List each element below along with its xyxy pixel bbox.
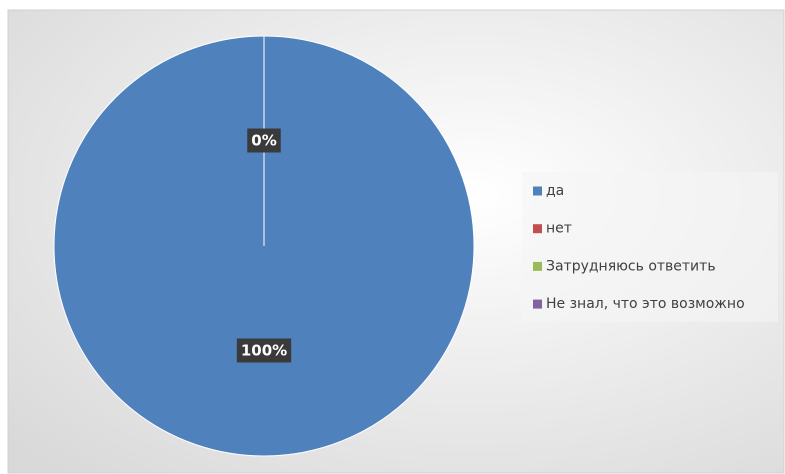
legend-marker <box>533 261 542 271</box>
legend-box <box>522 172 778 322</box>
legend-label: Не знал, что это возможно <box>546 296 745 312</box>
legend-marker <box>533 224 542 234</box>
data-label-box <box>236 338 292 363</box>
legend-marker <box>533 186 542 196</box>
legend-label: нет <box>546 221 572 237</box>
legend-marker <box>533 299 542 309</box>
legend-label: Затрудняюсь ответить <box>546 258 716 274</box>
data-label: 100% <box>241 342 287 360</box>
data-label-box <box>247 128 281 153</box>
legend-label: да <box>546 183 564 199</box>
data-label: 0% <box>251 132 276 150</box>
